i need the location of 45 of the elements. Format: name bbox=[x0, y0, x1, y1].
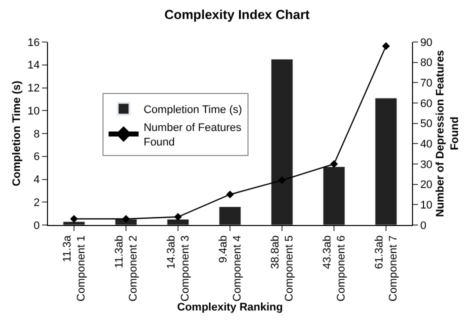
y2-tick-label: 20 bbox=[420, 179, 432, 192]
point bbox=[226, 190, 234, 198]
y-tick-label: 12 bbox=[28, 82, 40, 95]
bar bbox=[166, 219, 190, 225]
point bbox=[330, 160, 338, 168]
point bbox=[70, 215, 78, 223]
point bbox=[174, 212, 182, 221]
y-axis-title: Completion Time (s) bbox=[11, 80, 24, 186]
y2-tick-label: 70 bbox=[420, 78, 432, 90]
legend-label: Completion Time (s) bbox=[144, 104, 242, 116]
x-tick-label: 9.4ab Component 4 bbox=[217, 235, 244, 302]
bar bbox=[62, 221, 86, 225]
x-axis-title: Complexity Ranking bbox=[177, 302, 283, 314]
y2-axis-title: Number of Depression Features Found bbox=[434, 50, 461, 217]
x-tick-label: 11.3a Component 1 bbox=[61, 234, 88, 302]
y2-tick-label: 10 bbox=[420, 200, 432, 212]
bar bbox=[270, 58, 294, 225]
bar bbox=[322, 166, 346, 225]
y-tick-label: 4 bbox=[34, 174, 40, 186]
x-tick-label: 38.8ab Component 5 bbox=[269, 235, 296, 302]
point bbox=[122, 215, 130, 223]
chart-title: Complexity Index Chart bbox=[164, 6, 310, 22]
x-tick-label: 14.3ab Component 3 bbox=[165, 235, 192, 302]
y2-tick-label: 80 bbox=[420, 57, 432, 70]
y2-tick-label: 90 bbox=[420, 36, 432, 49]
point bbox=[382, 42, 390, 50]
y2-tick-label: 0 bbox=[420, 220, 426, 232]
x-tick-label: 61.3ab Component 7 bbox=[373, 235, 400, 302]
y2-tick-label: 50 bbox=[420, 118, 432, 130]
bar bbox=[218, 206, 242, 225]
y-tick-label: 0 bbox=[34, 220, 40, 232]
y-tick-label: 14 bbox=[28, 60, 40, 72]
y2-tick-label: 30 bbox=[420, 158, 432, 171]
bar bbox=[374, 98, 398, 225]
legend-label: Number of Features Found bbox=[144, 122, 242, 148]
y-tick-label: 10 bbox=[28, 105, 40, 118]
point bbox=[278, 176, 286, 184]
x-tick-label: 11.3ab Component 2 bbox=[113, 235, 140, 302]
y2-tick-label: 60 bbox=[420, 98, 432, 110]
y-tick-label: 6 bbox=[34, 151, 40, 164]
y-tick-label: 2 bbox=[34, 196, 40, 209]
y2-tick-label: 40 bbox=[420, 138, 432, 151]
y-tick-label: 8 bbox=[34, 128, 40, 140]
x-tick-label: 43.3ab Component 6 bbox=[321, 235, 348, 302]
y-tick-label: 16 bbox=[28, 36, 40, 49]
